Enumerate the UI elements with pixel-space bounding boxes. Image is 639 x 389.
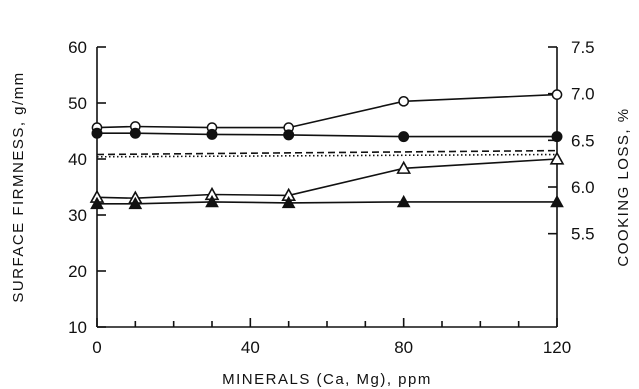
y-tick-label-left: 30 <box>68 206 87 225</box>
series-line <box>96 153 558 158</box>
y-tick-label-left: 60 <box>68 38 87 57</box>
data-point-filled-circle <box>283 129 295 141</box>
series-line <box>97 132 557 138</box>
data-point-filled-triangle <box>128 196 143 210</box>
data-point-filled-circle <box>129 127 141 139</box>
data-point-filled-circle <box>398 131 410 143</box>
y-tick-label-right: 7.0 <box>571 85 595 104</box>
series-line <box>96 158 558 200</box>
y-tick-label-right: 5.5 <box>571 225 595 244</box>
data-point-filled-triangle <box>205 194 219 208</box>
series-line <box>97 201 557 205</box>
y-tick-label-left: 20 <box>68 262 87 281</box>
y-tick-label-right: 7.5 <box>571 38 595 57</box>
series-line <box>96 93 558 129</box>
data-point-filled-triangle <box>550 194 564 208</box>
x-axis-title: MINERALS (Ca, Mg), ppm <box>222 371 432 388</box>
y-tick-label-right: 6.0 <box>571 178 595 197</box>
data-point-filled-triangle <box>281 195 296 209</box>
data-point-filled-circle <box>206 128 218 140</box>
x-tick-label: 120 <box>543 338 571 357</box>
data-point-filled-circle <box>551 131 563 143</box>
series-layer <box>89 89 565 210</box>
y-tick-label-right: 6.5 <box>571 131 595 150</box>
x-tick-label: 40 <box>241 338 260 357</box>
ticks: 0 40 80 120 10 20 30 40 50 60 5.5 6.0 6.5 7.0 7.5 <box>68 38 595 357</box>
y-tick-label-left: 10 <box>68 318 87 337</box>
data-point-filled-triangle <box>396 194 411 208</box>
data-point-open-circle <box>398 95 410 107</box>
y-tick-label-left: 40 <box>68 150 87 169</box>
data-point-open-triangle <box>396 160 412 174</box>
data-point-open-triangle <box>549 151 565 165</box>
data-point-filled-triangle <box>90 196 104 210</box>
data-point-open-circle <box>551 89 563 100</box>
data-point-filled-circle <box>91 127 103 139</box>
series-line <box>96 149 558 156</box>
y-axis-title-right: COOKING LOSS, % <box>615 107 632 266</box>
y-axis-title-left: SURFACE FIRMNESS, g/mm <box>10 71 27 302</box>
x-tick-label: 80 <box>394 338 413 357</box>
y-tick-label-left: 50 <box>68 94 87 113</box>
x-tick-label: 0 <box>92 338 101 357</box>
